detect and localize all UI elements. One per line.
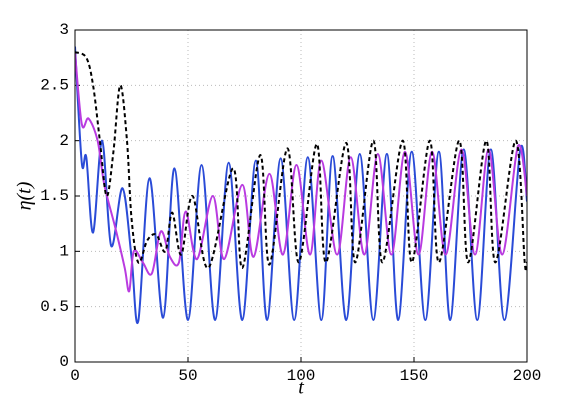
y-tick-label: 3 — [59, 21, 69, 39]
x-tick-label: 0 — [70, 367, 80, 385]
x-tick-label: 100 — [287, 367, 316, 385]
y-tick-label: 0 — [59, 353, 69, 371]
y-tick-label: 1.5 — [40, 187, 69, 205]
y-tick-label: 2 — [59, 132, 69, 150]
x-tick-label: 150 — [400, 367, 429, 385]
line — [75, 46, 527, 325]
y-tick-label: 1 — [59, 243, 69, 261]
y-tick-label: 0.5 — [40, 298, 69, 316]
y-tick-label: 2.5 — [40, 77, 69, 95]
x-axis-label: t — [298, 377, 304, 399]
line — [75, 52, 527, 293]
line — [75, 51, 527, 273]
plot-frame — [74, 29, 528, 363]
x-tick-label: 200 — [513, 367, 542, 385]
x-tick-label: 50 — [178, 367, 197, 385]
y-axis-label: η(t) — [14, 181, 36, 210]
